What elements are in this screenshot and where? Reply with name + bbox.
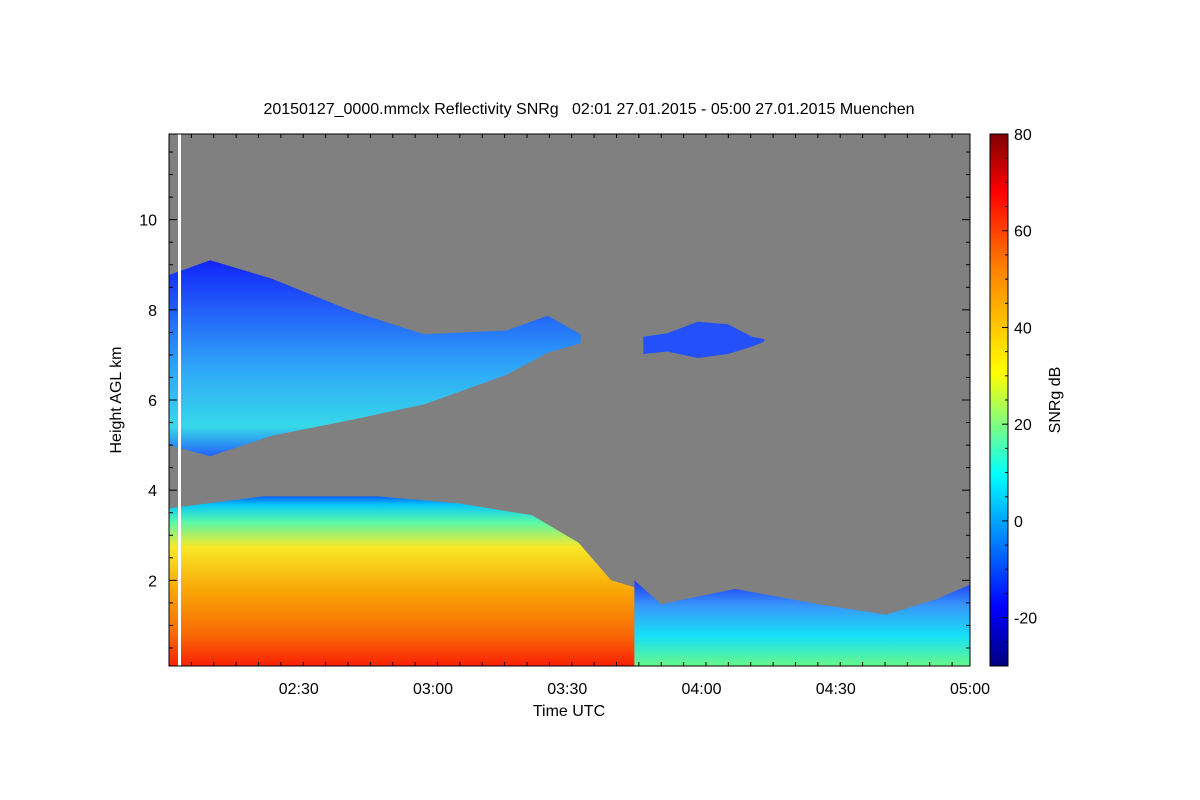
x-tick-label: 03:00 <box>413 681 453 698</box>
data-gap-stripe <box>178 134 181 666</box>
y-tick-label: 4 <box>148 483 157 500</box>
y-axis: 2 4 6 8 10 <box>139 151 970 649</box>
x-tick-label: 05:00 <box>950 681 990 698</box>
low-cloud-layer <box>169 496 635 666</box>
y-tick-label: 6 <box>148 393 157 410</box>
x-tick-label: 04:00 <box>681 681 721 698</box>
colorbar-tick-label: 0 <box>1014 514 1023 531</box>
x-axis-label: Time UTC <box>533 703 605 720</box>
colorbar-label: SNRg dB <box>1047 367 1064 434</box>
colorbar-tick-label: 80 <box>1014 127 1032 144</box>
x-tick-label: 02:30 <box>279 681 319 698</box>
y-tick-label: 2 <box>148 573 157 590</box>
chart-title: 20150127_0000.mmclx Reflectivity SNRg 02… <box>263 101 914 118</box>
colorbar-tick-label: 20 <box>1014 417 1032 434</box>
colorbar-tick-label: -20 <box>1014 611 1037 628</box>
colorbar-tick-label: 40 <box>1014 320 1032 337</box>
cloud-patch <box>643 321 765 358</box>
x-axis: 02:30 03:00 03:30 04:00 04:30 05:00 <box>168 134 990 698</box>
colorbar-ticks: -20 0 20 40 60 80 <box>1002 127 1037 667</box>
y-axis-label: Height AGL km <box>108 346 125 453</box>
y-tick-label: 10 <box>139 213 157 230</box>
colorbar-tick-label: 60 <box>1014 224 1032 241</box>
plot-area <box>169 134 970 666</box>
y-tick-label: 8 <box>148 303 157 320</box>
x-tick-label: 04:30 <box>816 681 856 698</box>
colorbar: -20 0 20 40 60 80 SNRg dB <box>989 127 1064 667</box>
x-tick-label: 03:30 <box>547 681 587 698</box>
boundary-layer-cloud <box>634 580 970 666</box>
features-layer <box>169 134 970 666</box>
upper-cloud-layer <box>169 260 581 457</box>
